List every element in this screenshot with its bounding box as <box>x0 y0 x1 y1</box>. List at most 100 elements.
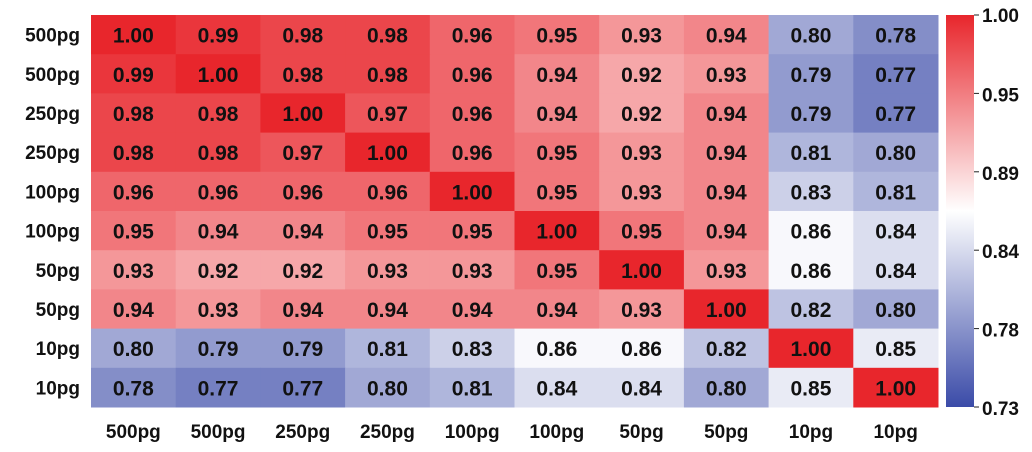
heatmap-cell <box>853 250 939 290</box>
cell-value-label: 0.94 <box>367 299 408 322</box>
heatmap-cell <box>514 211 600 251</box>
heatmap-cell <box>853 211 939 251</box>
colorbar-tick-label: 0.89 <box>982 164 1019 185</box>
heatmap-cell <box>91 250 177 290</box>
heatmap-cell <box>175 132 261 173</box>
cell-value-label: 0.83 <box>452 338 493 361</box>
cell-value-label: 0.94 <box>282 299 323 322</box>
heatmap-cell <box>599 211 685 251</box>
heatmap-cell <box>514 367 600 408</box>
heatmap-cell <box>853 132 939 173</box>
column-label: 100pg <box>445 422 500 443</box>
heatmap-cell <box>429 211 515 251</box>
heatmap-cell <box>429 54 515 94</box>
cell-value-label: 0.94 <box>113 299 154 322</box>
cell-value-label: 0.80 <box>706 377 747 400</box>
cell-value-label: 1.00 <box>282 103 323 126</box>
cell-value-label: 0.93 <box>621 299 662 322</box>
cell-value-label: 1.00 <box>706 299 747 322</box>
cell-value-label: 0.95 <box>536 142 577 165</box>
row-label: 10pg <box>36 378 80 399</box>
heatmap-cell <box>429 289 515 330</box>
cell-value-label: 0.84 <box>875 260 916 283</box>
cell-value-label: 0.77 <box>875 64 916 87</box>
column-label: 250pg <box>275 422 330 443</box>
heatmap-cell <box>260 171 346 212</box>
cell-value-label: 0.84 <box>875 221 916 244</box>
cell-value-label: 0.93 <box>706 260 747 283</box>
column-label: 50pg <box>619 422 663 443</box>
heatmap-cell <box>683 93 770 134</box>
row-labels: 500pg 500pg 250pg 250pg 100pg 100pg 50pg 50pg 10… <box>25 26 80 400</box>
heatmap-cell <box>599 93 685 134</box>
heatmap-cell <box>91 211 177 251</box>
heatmap-cell <box>683 211 770 251</box>
heatmap-cell <box>514 15 600 55</box>
heatmap-cell <box>514 250 600 290</box>
cell-value-label: 0.98 <box>113 103 154 126</box>
cell-value-label: 1.00 <box>791 338 832 361</box>
cell-value-label: 0.97 <box>282 142 323 165</box>
colorbar: 1.00 0.95 0.89 0.84 0.78 0.73 <box>946 6 1019 420</box>
cell-value-label: 0.84 <box>621 377 662 400</box>
heatmap-cell <box>175 15 261 55</box>
cell-value-label: 0.79 <box>198 338 239 361</box>
heatmap-cell <box>345 93 431 134</box>
cell-value-label: 0.98 <box>113 142 154 165</box>
column-label: 50pg <box>704 422 748 443</box>
heatmap-cell <box>514 54 600 94</box>
cell-value-label: 0.86 <box>791 221 832 244</box>
cell-value-label: 0.96 <box>367 181 408 204</box>
cell-value-label: 0.81 <box>367 338 408 361</box>
heatmap-cell <box>853 171 939 212</box>
heatmap-cell <box>514 171 600 212</box>
cell-value-label: 0.98 <box>367 64 408 87</box>
cell-value-label: 0.92 <box>621 103 662 126</box>
row-label: 250pg <box>25 104 80 125</box>
cell-value-label: 0.98 <box>198 142 239 165</box>
cell-value-label: 0.93 <box>621 181 662 204</box>
heatmap-cell <box>683 289 770 330</box>
heatmap-cell <box>599 132 685 173</box>
cell-value-label: 0.80 <box>791 25 832 48</box>
column-label: 250pg <box>360 422 415 443</box>
cell-value-label: 0.78 <box>875 25 916 48</box>
cell-value-label: 0.96 <box>198 181 239 204</box>
heatmap-cell <box>853 328 939 369</box>
heatmap-cell <box>768 289 854 330</box>
cell-value-label: 0.98 <box>198 103 239 126</box>
heatmap-cells: 1.00 0.99 0.98 0.98 0.96 0.95 0.93 0.94 0.80 0.78… <box>91 15 939 408</box>
heatmap-cell <box>429 132 515 173</box>
cell-value-label: 0.77 <box>198 377 239 400</box>
heatmap-cell <box>768 54 854 94</box>
heatmap-cell <box>683 54 770 94</box>
heatmap-cell <box>260 15 346 55</box>
cell-value-label: 0.94 <box>536 103 577 126</box>
cell-value-label: 0.85 <box>791 377 832 400</box>
cell-value-label: 0.86 <box>621 338 662 361</box>
heatmap-cell <box>260 328 346 369</box>
heatmap-cell <box>683 171 770 212</box>
heatmap-cell <box>175 289 261 330</box>
cell-value-label: 0.94 <box>706 221 747 244</box>
cell-value-label: 0.92 <box>198 260 239 283</box>
cell-value-label: 1.00 <box>452 181 493 204</box>
heatmap-cell <box>683 367 770 408</box>
heatmap-cell <box>599 289 685 330</box>
row-label: 500pg <box>25 65 80 86</box>
cell-value-label: 0.95 <box>536 25 577 48</box>
cell-value-label: 0.94 <box>282 221 323 244</box>
cell-value-label: 0.92 <box>621 64 662 87</box>
heatmap-cell <box>683 15 770 55</box>
cell-value-label: 0.78 <box>113 377 154 400</box>
heatmap-cell <box>514 93 600 134</box>
cell-value-label: 0.98 <box>282 64 323 87</box>
cell-value-label: 0.96 <box>452 142 493 165</box>
heatmap-cell <box>91 93 177 134</box>
heatmap-cell <box>91 171 177 212</box>
cell-value-label: 0.94 <box>706 181 747 204</box>
cell-value-label: 1.00 <box>875 377 916 400</box>
heatmap-cell <box>514 289 600 330</box>
cell-value-label: 0.77 <box>875 103 916 126</box>
